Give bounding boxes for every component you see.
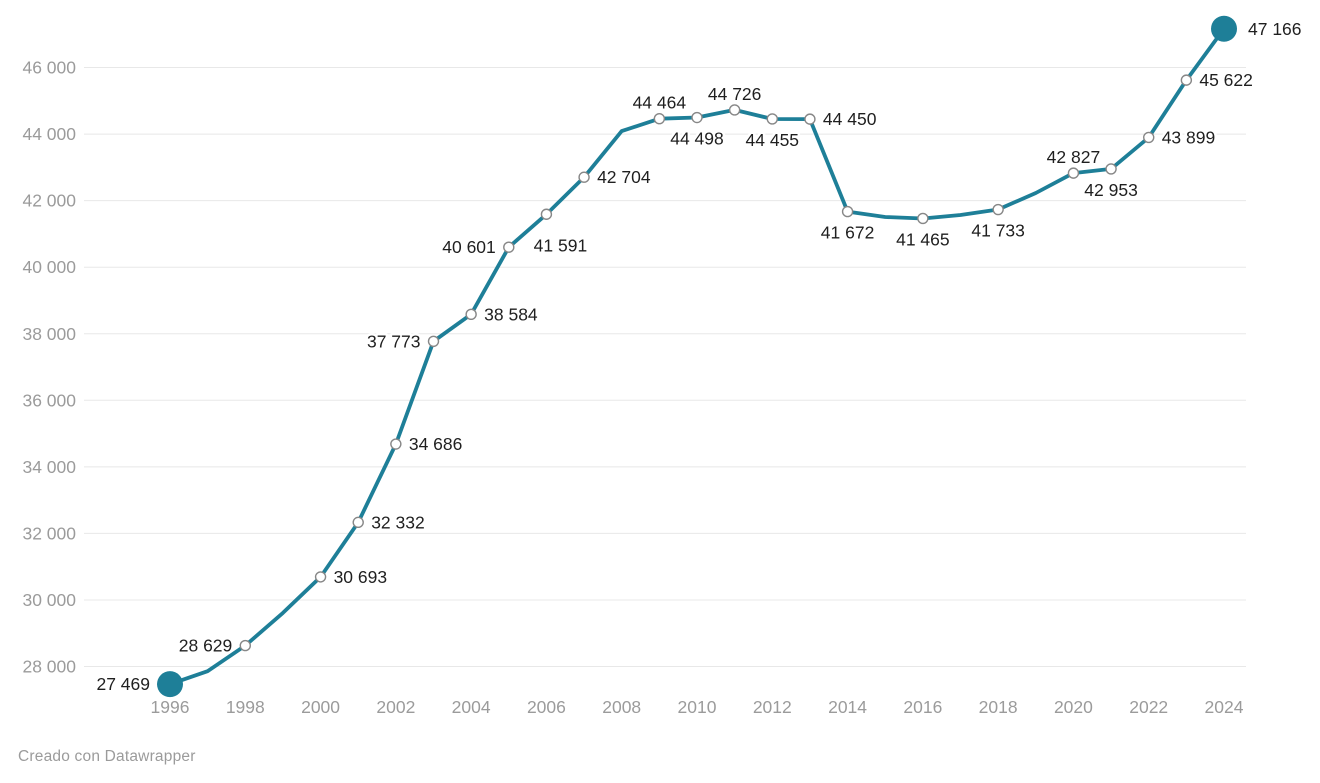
x-axis-tick-label: 2020 [1054,697,1093,717]
x-axis-tick-label: 2024 [1205,697,1244,717]
x-axis-tick-label: 2002 [376,697,415,717]
data-point-2016[interactable] [917,212,929,225]
y-axis-tick-label: 46 000 [22,58,76,78]
data-point-2024[interactable] [1211,15,1238,42]
data-point-label-2011: 44 726 [708,84,762,104]
data-point-label-2020: 42 827 [1047,147,1101,167]
x-axis-tick-label: 1996 [151,697,190,717]
y-axis-tick-label: 38 000 [22,324,76,344]
data-point-label-2018: 41 733 [971,221,1025,241]
data-point-label-2005: 40 601 [442,237,496,257]
data-point-label-2016: 41 465 [896,229,950,249]
x-axis-tick-label: 2022 [1129,697,1168,717]
data-point-2010[interactable] [691,111,703,124]
data-point-label-2023: 45 622 [1199,70,1253,90]
data-point-label-2000: 30 693 [334,567,388,587]
data-point-label-2021: 42 953 [1084,180,1138,200]
x-axis-tick-label: 2004 [452,697,491,717]
data-point-label-2004: 38 584 [484,304,538,324]
x-axis-tick-label: 1998 [226,697,265,717]
y-axis-tick-label: 32 000 [22,523,76,543]
x-axis-tick-label: 2016 [903,697,942,717]
data-point-label-2014: 41 672 [821,223,875,243]
datawrapper-credit: Creado con Datawrapper [18,748,196,765]
data-point-2014[interactable] [841,205,854,218]
data-point-2011[interactable] [728,104,741,116]
x-axis-tick-label: 2012 [753,697,792,717]
y-axis-tick-label: 34 000 [22,457,76,477]
data-point-label-2007: 42 704 [597,167,651,187]
y-axis-tick-label: 42 000 [22,191,76,211]
data-point-2001[interactable] [352,516,364,529]
data-point-2013[interactable] [804,113,816,125]
data-point-1996[interactable] [157,671,183,698]
data-point-2018[interactable] [992,203,1004,216]
y-axis-tick-label: 36 000 [22,390,76,410]
data-point-2007[interactable] [578,171,590,183]
x-axis-tick-label: 2010 [678,697,717,717]
data-point-label-2010: 44 498 [670,129,724,149]
data-point-2023[interactable] [1180,74,1193,86]
y-axis-tick-label: 40 000 [22,257,76,277]
x-axis-tick-label: 2014 [828,697,867,717]
data-point-2006[interactable] [540,208,553,220]
data-point-1998[interactable] [239,639,251,652]
data-point-label-2002: 34 686 [409,434,463,454]
data-point-label-2003: 37 773 [367,331,421,351]
data-point-2002[interactable] [390,438,402,450]
data-point-label-1996: 27 469 [96,674,150,694]
data-point-2022[interactable] [1143,131,1155,144]
data-point-2005[interactable] [503,241,515,253]
data-point-2009[interactable] [653,112,666,125]
y-axis-tick-label: 44 000 [22,124,76,144]
y-axis-tick-label: 28 000 [22,657,76,677]
data-point-label-2006: 41 591 [534,235,588,255]
data-point-2021[interactable] [1105,163,1117,175]
data-point-label-1998: 28 629 [179,636,233,656]
data-point-2003[interactable] [427,335,440,348]
data-point-2004[interactable] [465,308,477,321]
x-axis-tick-label: 2006 [527,697,566,717]
data-point-label-2009: 44 464 [633,93,687,113]
x-axis-tick-label: 2000 [301,697,340,717]
series-line [168,26,1226,687]
y-axis-tick-label: 30 000 [22,590,76,610]
data-point-label-2013: 44 450 [823,109,877,129]
data-point-label-2001: 32 332 [371,512,425,532]
data-point-label-2022: 43 899 [1162,127,1216,147]
x-axis-tick-label: 2018 [979,697,1018,717]
data-point-2000[interactable] [314,571,327,583]
data-point-label-2012: 44 455 [746,130,800,150]
data-point-2012[interactable] [766,113,778,125]
data-point-label-2024: 47 166 [1248,19,1302,39]
line-chart-svg: 28 000 30 000 32 000 34 000 36 000 38 000 40 0… [22,15,1302,717]
x-axis-tick-label: 2008 [602,697,641,717]
data-point-2020[interactable] [1067,167,1080,179]
